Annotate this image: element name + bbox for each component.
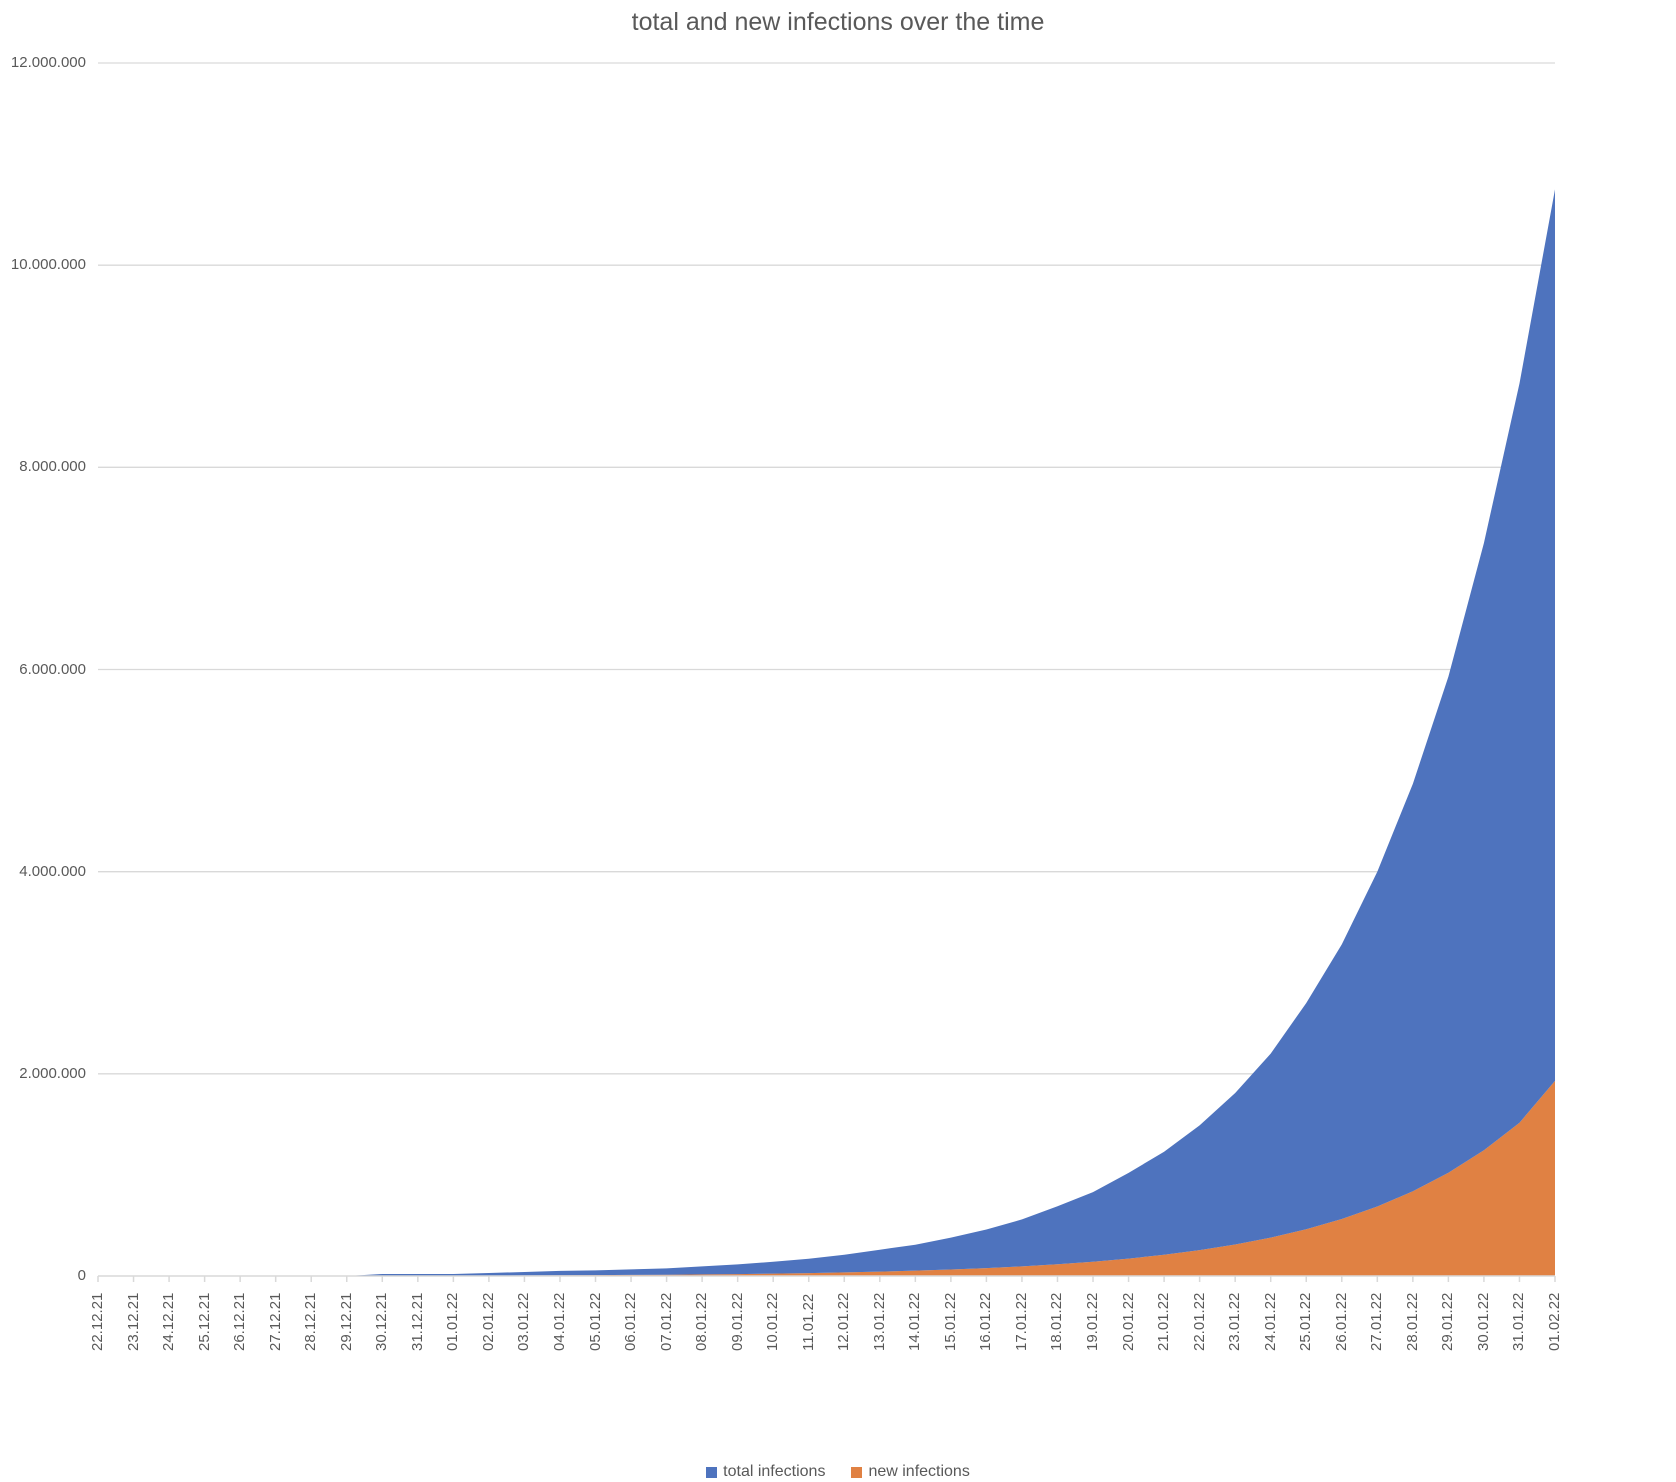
x-tick-label: 04.01.22: [550, 1292, 568, 1351]
y-tick-label: 10.000.000: [10, 256, 86, 274]
x-tick-label: 05.01.22: [586, 1292, 604, 1351]
legend-label-total: total infections: [723, 1463, 826, 1480]
x-tick-label: 23.01.22: [1226, 1292, 1244, 1351]
x-tick-label: 19.01.22: [1084, 1292, 1102, 1351]
x-tick-label: 01.01.22: [444, 1292, 462, 1351]
y-tick-label: 0: [77, 1267, 86, 1284]
x-tick-label: 30.01.22: [1474, 1292, 1492, 1351]
legend-item-total-infections: total infections: [706, 1463, 825, 1481]
x-tick-label: 24.01.22: [1261, 1292, 1279, 1351]
x-tick-label: 30.12.21: [373, 1292, 391, 1351]
area-total-infections: [98, 189, 1555, 1276]
x-tick-label: 29.12.21: [337, 1292, 355, 1351]
x-tick-label: 11.01.22: [799, 1293, 817, 1351]
x-tick-label: 07.01.22: [657, 1292, 675, 1351]
legend-label-new: new infections: [868, 1463, 970, 1480]
x-tick-label: 20.01.22: [1119, 1292, 1137, 1351]
x-tick-label: 03.01.22: [515, 1292, 533, 1351]
x-tick-label: 21.01.22: [1155, 1292, 1173, 1351]
x-tick-label: 28.01.22: [1403, 1292, 1421, 1351]
x-tick-label: 23.12.21: [124, 1292, 142, 1351]
x-tick-label: 12.01.22: [835, 1292, 853, 1351]
x-tick-label: 01.02.22: [1546, 1292, 1563, 1351]
x-axis: [97, 1275, 1556, 1282]
x-tick-label: 06.01.22: [622, 1292, 640, 1351]
x-tick-label: 27.12.21: [266, 1292, 284, 1351]
chart-title: total and new infections over the time: [631, 8, 1045, 36]
area-new-infections: [98, 1080, 1555, 1276]
gridlines: [98, 62, 1555, 1075]
x-tick-label: 24.12.21: [160, 1292, 178, 1351]
y-tick-label: 12.000.000: [10, 54, 86, 71]
legend-item-new-infections: new infections: [851, 1463, 970, 1481]
x-tick-label: 28.12.21: [302, 1292, 320, 1351]
x-tick-label: 15.01.22: [941, 1292, 959, 1351]
x-tick-label: 02.01.22: [479, 1292, 497, 1351]
legend-swatch-total-icon: [706, 1466, 718, 1478]
legend-swatch-new-icon: [851, 1466, 863, 1478]
x-tick-label: 22.12.21: [89, 1292, 106, 1351]
x-tick-label: 27.01.22: [1368, 1292, 1386, 1351]
x-tick-label: 08.01.22: [693, 1292, 711, 1351]
legend: total infections new infections: [0, 1463, 1676, 1481]
x-tick-label: 18.01.22: [1048, 1292, 1066, 1351]
x-tick-label: 13.01.22: [870, 1292, 888, 1351]
x-tick-label: 26.01.22: [1332, 1292, 1350, 1351]
stacked-areas: [98, 189, 1555, 1276]
x-tick-label: 10.01.22: [764, 1292, 782, 1351]
x-tick-label: 09.01.22: [728, 1292, 746, 1351]
y-tick-label: 6.000.000: [19, 660, 86, 678]
x-tick-label: 26.12.21: [231, 1292, 249, 1351]
x-tick-label: 16.01.22: [977, 1292, 995, 1351]
y-tick-label: 2.000.000: [19, 1064, 86, 1082]
y-tick-label: 8.000.000: [19, 458, 86, 476]
x-tick-label: 31.12.21: [408, 1292, 426, 1351]
x-tick-label: 31.01.22: [1510, 1292, 1528, 1351]
x-tick-label: 25.12.21: [195, 1292, 213, 1351]
x-tick-label: 25.01.22: [1297, 1292, 1315, 1351]
y-tick-label: 4.000.000: [19, 862, 86, 880]
x-tick-label: 29.01.22: [1439, 1292, 1457, 1351]
x-tick-label: 17.01.22: [1012, 1292, 1030, 1351]
x-tick-label: 22.01.22: [1190, 1292, 1208, 1351]
x-tick-label: 14.01.22: [906, 1292, 924, 1351]
